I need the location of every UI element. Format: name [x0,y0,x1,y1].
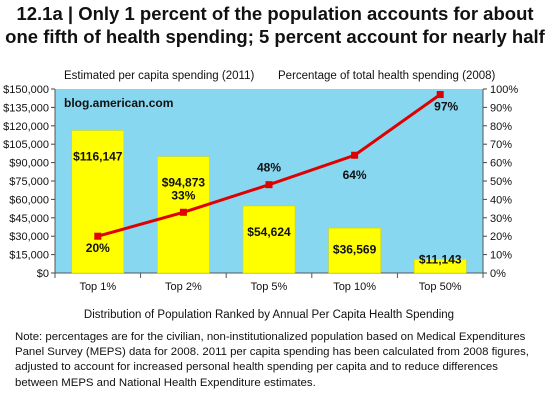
percentage-marker [265,181,273,189]
left-axis-tick-label: $0 [37,268,49,280]
line-value-label: 97% [434,100,458,114]
left-axis-tick-label: $30,000 [9,231,49,243]
percentage-marker [94,232,102,240]
chart-title: 12.1a | Only 1 percent of the population… [0,2,550,48]
percentage-marker [179,208,187,216]
chart-title-line-2: one fifth of health spending; 5 percent … [5,26,545,47]
x-axis-title: Distribution of Population Ranked by Ann… [84,309,454,321]
left-axis-tick-label: $75,000 [9,176,49,188]
left-axis-tick-label: $60,000 [9,194,49,206]
left-axis-tick-label: $90,000 [9,158,49,170]
chart-area: $0 $15,000 $30,000 $45,000 $60,000 $75,000 $90… [3,84,518,321]
watermark-text: blog.american.com [64,96,173,110]
right-axis-tick-label: 10% [490,250,512,262]
right-axis-tick-label: 90% [490,102,512,114]
right-axis-tick-label: 20% [490,231,512,243]
chart-title-line-1: 12.1a | Only 1 percent of the population… [16,3,534,24]
x-axis-category-label: Top 5% [251,281,288,293]
percentage-marker [351,151,359,159]
bar-value-label: $36,569 [333,242,377,256]
bar [413,259,467,274]
bar-value-label: $11,143 [419,252,462,266]
bar-value-label: $54,624 [247,225,291,239]
right-axis-tick-label: 50% [490,176,512,188]
line-value-label: 20% [86,241,110,255]
left-series-header: Estimated per capita spending (2011) [64,70,255,82]
left-axis-tick-label: $150,000 [3,84,49,96]
x-axis-category-label: Top 50% [419,281,462,293]
left-axis-tick-label: $15,000 [9,250,49,262]
left-axis-tick-label: $105,000 [3,139,49,151]
right-series-header: Percentage of total health spending (200… [278,70,496,82]
bar [71,130,125,274]
left-axis-tick-label: $120,000 [3,121,49,133]
line-value-label: 33% [171,188,195,202]
x-axis-category-label: Top 2% [165,281,202,293]
right-axis-tick-label: 80% [490,121,512,133]
line-value-label: 64% [343,168,367,182]
footnote: Note: percentages are for the civilian, … [15,331,529,389]
bar [242,205,296,274]
bar-value-label: $116,147 [73,150,123,164]
line-value-label: 48% [257,161,281,175]
left-axis-tick-label: $45,000 [9,213,49,225]
right-axis-tick-label: 30% [490,213,512,225]
x-axis-category-label: Top 10% [333,281,376,293]
bar-value-label: $94,873 [162,176,206,190]
right-axis-tick-label: 40% [490,194,512,206]
right-axis-tick-label: 100% [490,84,518,96]
percentage-marker [436,91,444,99]
bar [328,227,381,274]
right-axis-tick-label: 0% [490,268,506,280]
x-axis-category-label: Top 1% [79,281,116,293]
right-axis-tick-label: 60% [490,158,512,170]
right-axis-tick-label: 70% [490,139,512,151]
left-axis-tick-label: $135,000 [3,102,49,114]
